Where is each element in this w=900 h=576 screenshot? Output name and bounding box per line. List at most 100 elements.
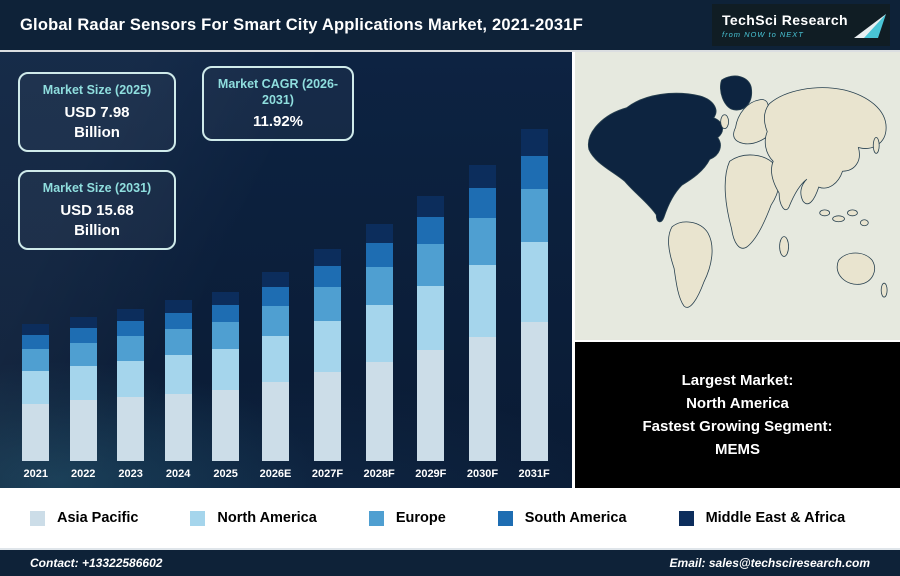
bar-segment-north-america	[313, 321, 341, 373]
bar-segment-south-america	[164, 313, 192, 330]
bar-chart: 2021 2022 2023 2024 2025 2026E 2027F 2028F 2029F…	[0, 52, 572, 488]
bar-segment-north-america	[212, 349, 240, 391]
bar-segment-asia-pacific	[261, 381, 289, 461]
legend-label: Europe	[395, 510, 446, 526]
legend-label: South America	[524, 510, 627, 526]
bar-segment-south-america	[417, 217, 445, 244]
bar-segment-north-america	[164, 355, 192, 394]
bar-segment-europe	[164, 329, 192, 355]
x-axis-label: 2029F	[415, 468, 447, 480]
bar-segment-asia-pacific	[69, 400, 97, 461]
bar-segment-north-america	[365, 304, 393, 362]
japan	[872, 137, 880, 154]
bar-column-2029F: 2029F	[415, 196, 446, 482]
world-map-svg	[575, 52, 900, 340]
right-panel: Largest Market: North America Fastest Gr…	[572, 52, 900, 488]
header-bar: Global Radar Sensors For Smart City Appl…	[0, 0, 900, 52]
bar-segment-middle-east-africa	[69, 317, 97, 329]
market-highlights-box: Largest Market: North America Fastest Gr…	[575, 340, 900, 488]
legend-swatch	[678, 510, 694, 526]
legend-item-north-america: North America	[190, 510, 317, 526]
bar-column-2028F: 2028F	[364, 224, 395, 482]
legend-item-south-america: South America	[497, 510, 627, 526]
bar-column-2031F: 2031F	[519, 129, 550, 482]
chart-section: 2021 2022 2023 2024 2025 2026E 2027F 2028F 2029F…	[0, 52, 572, 488]
bar-segment-north-america	[417, 286, 445, 350]
legend-item-middle-east-africa: Middle East & Africa	[678, 510, 846, 526]
bar-segment-middle-east-africa	[417, 196, 445, 218]
card-value: 11.92%	[252, 113, 304, 131]
bar-segment-north-america	[468, 265, 496, 337]
bar-segment-south-america	[313, 266, 341, 288]
bar-segment-europe	[117, 336, 145, 361]
x-axis-label: 2028F	[363, 468, 395, 480]
bar-segment-europe	[69, 342, 97, 366]
bar-segment-asia-pacific	[417, 349, 445, 461]
legend-label: Middle East & Africa	[705, 510, 846, 526]
market-cagr-card: Market CAGR (2026-2031) 11.92%	[202, 66, 354, 142]
legend-swatch	[497, 510, 513, 526]
card-title: Market Size (2031)	[42, 181, 152, 195]
bar-segment-middle-east-africa	[520, 129, 548, 156]
bar-column-2024: 2024	[164, 300, 192, 482]
continent-south-america	[668, 221, 713, 308]
bar-segment-north-america	[22, 370, 50, 404]
largest-market-label: Largest Market:	[681, 371, 794, 389]
bar-segment-europe	[417, 243, 445, 287]
british-isles	[720, 114, 729, 130]
bar-segment-asia-pacific	[212, 390, 240, 461]
bar-column-2021: 2021	[22, 324, 50, 482]
market-size-2025-card: Market Size (2025) USD 7.98 Billion	[18, 72, 176, 152]
bar-segment-asia-pacific	[117, 397, 145, 461]
footer-bar: Contact: +13322586602 Email: sales@techs…	[0, 548, 900, 576]
bar-segment-south-america	[117, 321, 145, 337]
bar-segment-north-america	[117, 360, 145, 398]
legend-swatch	[30, 510, 45, 526]
techsci-logo: TechSci Research from NOW to NEXT	[712, 4, 890, 46]
legend-swatch	[368, 510, 384, 526]
bar-segment-asia-pacific	[468, 336, 496, 461]
new-zealand	[880, 282, 888, 298]
x-axis-label: 2022	[70, 468, 96, 480]
card-title: Market Size (2025)	[42, 83, 152, 97]
continent-australia	[836, 252, 875, 285]
bar-segment-europe	[22, 349, 50, 371]
continent-north-america	[588, 92, 723, 223]
x-axis-label: 2030F	[466, 468, 499, 480]
bar-segment-europe	[520, 188, 548, 242]
bar-segment-middle-east-africa	[117, 308, 145, 322]
x-axis-label: 2031F	[518, 468, 550, 480]
bar-segment-middle-east-africa	[22, 324, 50, 336]
bar-segment-south-america	[261, 287, 289, 307]
world-map	[575, 52, 900, 340]
legend-item-europe: Europe	[368, 510, 446, 526]
legend-swatch	[190, 510, 206, 526]
bar-segment-north-america	[69, 365, 97, 401]
bar-segment-middle-east-africa	[365, 224, 393, 244]
bar-segment-north-america	[520, 241, 548, 322]
contact-phone: Contact: +13322586602	[30, 556, 163, 570]
x-axis-label: 2026E	[259, 468, 292, 480]
legend-label: Asia Pacific	[57, 510, 139, 526]
legend-label: North America	[217, 510, 317, 526]
x-axis-label: 2027F	[311, 468, 344, 480]
bar-segment-south-america	[69, 328, 97, 343]
card-unit: Billion	[74, 123, 120, 141]
logo-name: TechSci Research	[722, 11, 848, 28]
bar-segment-south-america	[365, 243, 393, 267]
bar-segment-south-america	[22, 335, 50, 350]
page-title: Global Radar Sensors For Smart City Appl…	[20, 15, 583, 34]
bar-segment-europe	[261, 306, 289, 337]
fastest-segment-value: MEMS	[715, 441, 760, 459]
bar-segment-middle-east-africa	[468, 164, 496, 189]
bar-segment-asia-pacific	[365, 361, 393, 461]
bar-segment-north-america	[261, 336, 289, 382]
card-value: USD 15.68	[60, 201, 134, 219]
indonesia-3	[847, 209, 858, 217]
card-unit: Billion	[74, 221, 120, 239]
bar-column-2026E: 2026E	[259, 272, 292, 482]
indonesia-2	[832, 215, 845, 223]
bar-column-2022: 2022	[69, 317, 97, 482]
bar-segment-asia-pacific	[313, 372, 341, 461]
